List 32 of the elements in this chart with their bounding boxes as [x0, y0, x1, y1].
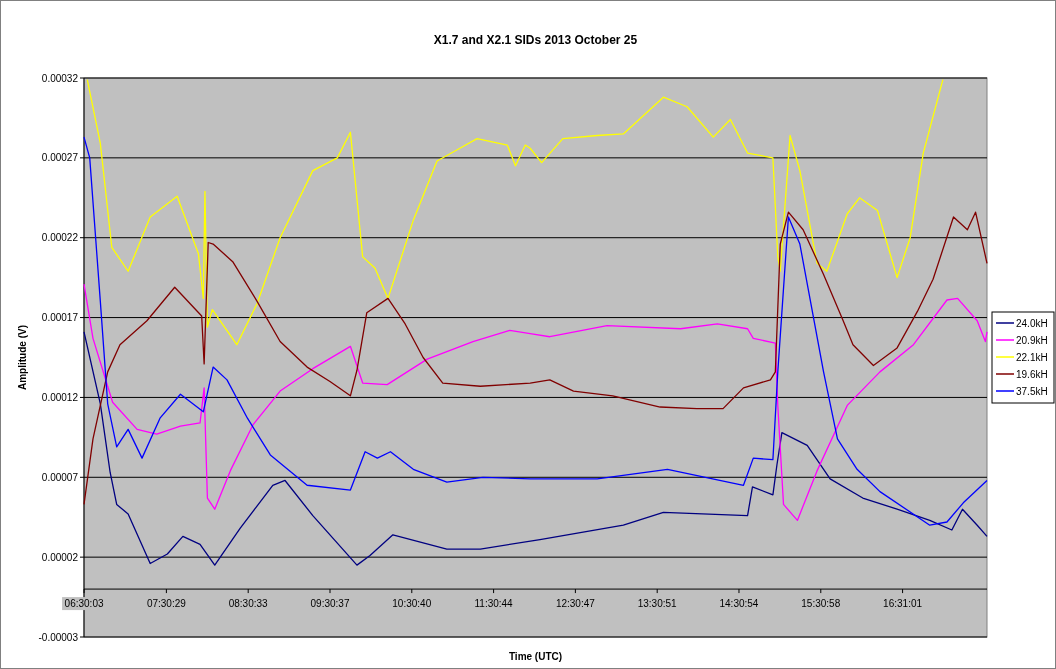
- x-tick-label: 06:30:03: [64, 598, 104, 610]
- legend-label: 24.0kH: [1016, 317, 1048, 329]
- legend-label: 19.6kH: [1016, 368, 1048, 380]
- x-axis-title: Time (UTC): [508, 651, 563, 662]
- chart-title: X1.7 and X2.1 SIDs 2013 October 25: [433, 33, 638, 47]
- x-tick-label: 12:30:47: [555, 598, 596, 610]
- x-tick-label: 08:30:33: [228, 598, 269, 610]
- y-tick-label: 0.00027: [41, 152, 79, 164]
- x-tick-label: 11:30:44: [474, 598, 514, 610]
- legend-label: 22.1kH: [1016, 351, 1048, 363]
- legend-label: 20.9kH: [1016, 334, 1048, 346]
- line-series: [86, 78, 944, 346]
- y-tick-label: 0.00022: [41, 232, 79, 244]
- line-series: [83, 136, 988, 526]
- y-tick-label: -0.00003: [38, 631, 79, 643]
- x-tick-label: 10:30:40: [392, 598, 432, 610]
- x-tick-label: 07:30:29: [146, 598, 187, 610]
- y-tick-label: 0.00002: [41, 551, 79, 563]
- y-tick-label: 0.00007: [41, 471, 79, 483]
- x-tick-label: 14:30:54: [719, 598, 759, 610]
- line-series: [83, 283, 988, 522]
- x-tick-label: 09:30:37: [310, 598, 350, 610]
- legend-label: 37.5kH: [1016, 385, 1048, 397]
- x-tick-label: 16:31:01: [883, 598, 923, 610]
- line-series: [83, 211, 988, 506]
- x-tick-label: 15:30:58: [801, 598, 841, 610]
- y-tick-label: 0.00017: [41, 312, 79, 324]
- line-series: [83, 331, 988, 566]
- y-tick-label: 0.00012: [41, 391, 79, 403]
- y-tick-label: 0.00032: [41, 72, 79, 84]
- y-axis-title: Amplitude (V): [17, 325, 28, 390]
- x-tick-label: 13:30:51: [637, 598, 678, 610]
